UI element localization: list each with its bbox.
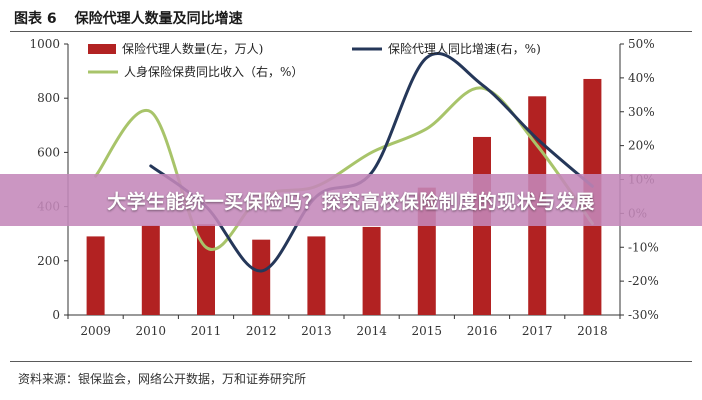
bar-2012	[252, 239, 271, 315]
y-right-tick-label: -20%	[628, 274, 659, 288]
bar-2013	[307, 236, 326, 315]
x-tick-label: 2010	[136, 324, 167, 338]
y-left-tick-label: 200	[37, 254, 60, 268]
y-right-tick-label: 50%	[628, 37, 655, 51]
title-divider	[10, 31, 692, 32]
x-tick-label: 2015	[412, 324, 443, 338]
y-left-tick-label: 0	[52, 308, 60, 322]
y-right-tick-label: -10%	[628, 240, 659, 254]
y-right-tick-label: 40%	[628, 71, 655, 85]
y-left-tick-label: 600	[37, 145, 60, 159]
figure-label: 图表 6	[14, 11, 57, 27]
source-note: 资料来源：银保监会，网络公开数据，万和证券研究所	[18, 372, 307, 386]
x-tick-label: 2014	[356, 324, 387, 338]
banner-title: 大学生能统一买保险吗？探究高校保险制度的现状与发展	[107, 190, 595, 213]
x-tick-label: 2011	[191, 324, 222, 338]
y-right-tick-label: 20%	[628, 139, 655, 153]
bar-2010	[141, 225, 160, 315]
legend-label-agent-growth: 保险代理人同比增速(右，%)	[388, 41, 541, 56]
source-divider	[10, 361, 692, 362]
bar-2014	[362, 226, 381, 315]
x-tick-label: 2009	[80, 324, 111, 338]
x-tick-label: 2016	[467, 324, 498, 338]
line-series	[94, 51, 594, 273]
y-right-tick-label: -30%	[628, 308, 659, 322]
x-tick-label: 2013	[301, 324, 332, 338]
bar-2009	[86, 236, 105, 315]
x-tick-label: 2018	[577, 324, 608, 338]
legend: 保险代理人数量(左，万人) 保险代理人同比增速(右，%) 人身保险保费同比收入（右，…	[88, 41, 541, 79]
y-left-tick-label: 1000	[29, 37, 60, 51]
figure-title: 图表 6 保险代理人数量及同比增速	[14, 8, 243, 28]
y-left-tick-label: 800	[37, 91, 60, 105]
legend-label-premium-growth: 人身保险保费同比收入（右，%）	[124, 64, 303, 79]
figure-title-text: 保险代理人数量及同比增速	[74, 11, 243, 27]
x-tick-label: 2012	[246, 324, 277, 338]
legend-swatch-agent-count	[88, 44, 116, 54]
x-tick-label: 2017	[522, 324, 553, 338]
legend-label-agent-count: 保险代理人数量(左，万人)	[122, 41, 263, 56]
bar-2011	[197, 224, 215, 315]
y-right-tick-label: 30%	[628, 105, 655, 119]
article-banner[interactable]: 大学生能统一买保险吗？探究高校保险制度的现状与发展	[0, 174, 702, 226]
